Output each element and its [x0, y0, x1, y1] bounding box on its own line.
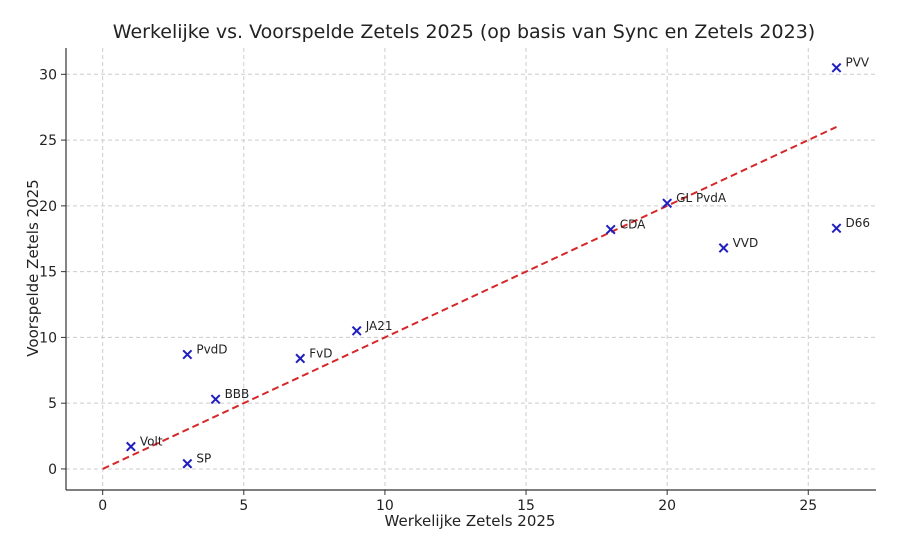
y-tick-label: 0 — [48, 462, 57, 478]
point-marker — [605, 224, 616, 235]
point-marker — [351, 325, 362, 336]
grid-lines — [66, 48, 876, 490]
y-tick-label: 15 — [39, 265, 57, 281]
y-tick-label: 10 — [39, 330, 57, 346]
point-label: FvD — [309, 346, 332, 360]
point-marker — [126, 441, 136, 452]
data-point-vvd: VVD — [718, 236, 759, 253]
reference-line-layer — [102, 126, 837, 470]
data-points: PVV D66 GL PvdA VVD CDA JA21 FvD PvdD BBB Volt SP — [126, 56, 870, 469]
data-point-volt: Volt — [126, 435, 163, 452]
x-axis-label: Werkelijke Zetels 2025 — [385, 512, 556, 530]
data-point-gl-pvda: GL PvdA — [662, 191, 727, 209]
point-label: SP — [196, 452, 211, 466]
point-label: BBB — [225, 387, 250, 401]
point-label: PvdD — [196, 343, 227, 357]
x-tick-label: 5 — [239, 498, 248, 514]
y-tick-label: 20 — [39, 199, 57, 215]
x-tick-label: 25 — [799, 498, 817, 514]
x-tick-label: 15 — [517, 498, 535, 514]
axes: 0 5 10 15 20 25 0 5 10 15 20 25 30 — [39, 48, 876, 514]
data-point-pvdd: PvdD — [182, 343, 228, 360]
point-marker — [831, 223, 842, 234]
point-label: Volt — [140, 435, 163, 449]
point-label: JA21 — [365, 319, 393, 333]
point-label: GL PvdA — [676, 191, 727, 205]
point-label: VVD — [733, 236, 759, 250]
point-label: CDA — [620, 218, 646, 232]
y-tick-label: 5 — [48, 396, 57, 412]
x-tick-label: 10 — [376, 498, 394, 514]
point-marker — [662, 198, 673, 209]
point-marker — [210, 394, 221, 405]
point-marker — [718, 243, 729, 253]
data-point-sp: SP — [182, 452, 211, 469]
data-point-ja21: JA21 — [351, 319, 393, 336]
x-tick-label: 0 — [98, 498, 107, 514]
data-point-d66: D66 — [831, 216, 870, 234]
data-point-fvd: FvD — [295, 346, 333, 364]
point-marker — [831, 62, 842, 73]
x-tick-label: 20 — [658, 498, 676, 514]
reference-line — [102, 126, 837, 470]
point-marker — [182, 349, 193, 360]
chart-title: Werkelijke vs. Voorspelde Zetels 2025 (o… — [113, 21, 815, 43]
data-point-cda: CDA — [605, 218, 646, 235]
point-marker — [182, 458, 193, 469]
point-marker — [295, 353, 306, 364]
y-tick-label: 30 — [39, 67, 57, 83]
point-label: PVV — [845, 56, 869, 70]
y-axis-label: Voorspelde Zetels 2025 — [24, 179, 42, 356]
y-tick-label: 25 — [39, 133, 57, 149]
data-point-pvv: PVV — [831, 56, 870, 73]
point-label: D66 — [845, 216, 870, 230]
data-point-bbb: BBB — [210, 387, 250, 405]
